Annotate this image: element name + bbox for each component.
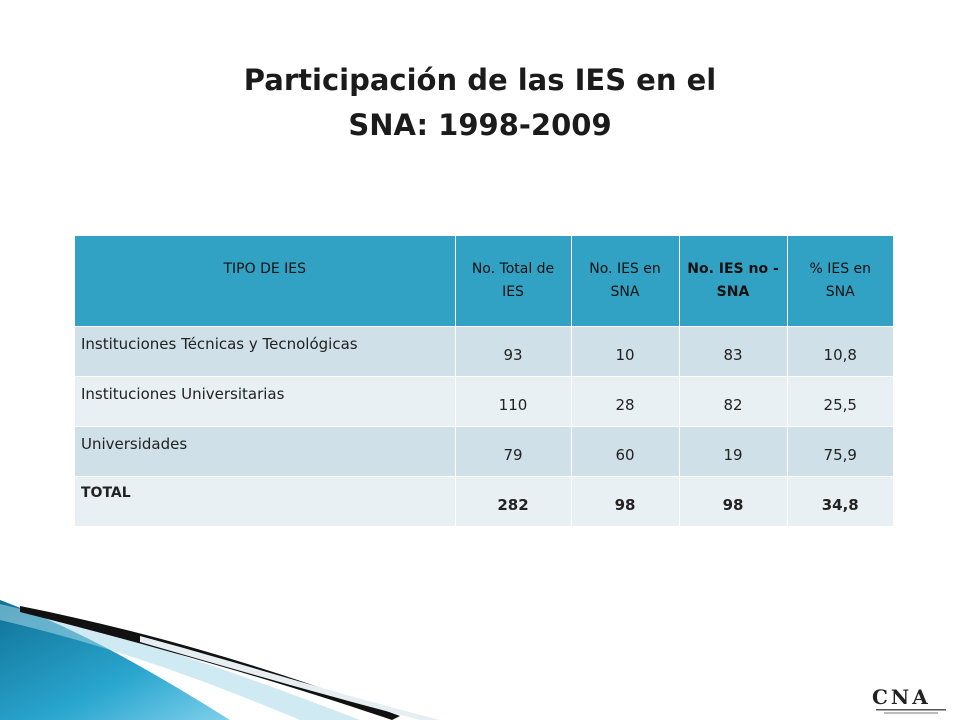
slide-title-line-2: SNA: 1998-2009 (348, 108, 612, 142)
header-no-ies-no-sna: No. IES no - SNA (679, 236, 788, 327)
header-no-ies-en-sna: No. IES en SNA (571, 236, 680, 327)
total-ies-cell: 79 (455, 426, 572, 477)
ies-no-sna-cell: 83 (679, 326, 788, 377)
ies-no-sna-cell: 98 (679, 476, 788, 526)
slide-title-line-1: Participación de las IES en el (243, 63, 717, 97)
pct-en-sna-cell: 25,5 (787, 376, 893, 427)
cna-logo-text: CNA (872, 685, 931, 709)
ies-no-sna-cell: 19 (679, 426, 788, 477)
header-no-total-de-ies: No. Total de IES (455, 236, 572, 327)
table-row: Instituciones Universitarias 110 28 82 2… (75, 376, 893, 427)
header-tipo-de-ies: TIPO DE IES (75, 236, 456, 327)
ies-no-sna-cell: 82 (679, 376, 788, 427)
total-ies-cell: 282 (455, 476, 572, 526)
decorative-swoosh (0, 600, 440, 720)
total-ies-cell: 110 (455, 376, 572, 427)
logo-lines-icon (876, 709, 946, 714)
total-label-cell: TOTAL (75, 476, 456, 526)
table-row: Instituciones Técnicas y Tecnológicas 93… (75, 326, 893, 377)
pct-en-sna-cell: 10,8 (787, 326, 893, 377)
row-type-cell: Instituciones Técnicas y Tecnológicas (75, 326, 456, 377)
table-row: Universidades 79 60 19 75,9 (75, 426, 893, 477)
ies-en-sna-cell: 10 (571, 326, 680, 377)
ies-participation-table: TIPO DE IES No. Total de IES No. IES en … (75, 236, 893, 526)
table-header-row: TIPO DE IES No. Total de IES No. IES en … (75, 236, 893, 327)
ies-en-sna-cell: 28 (571, 376, 680, 427)
total-ies-cell: 93 (455, 326, 572, 377)
ies-en-sna-cell: 98 (571, 476, 680, 526)
row-type-cell: Instituciones Universitarias (75, 376, 456, 427)
pct-en-sna-cell: 75,9 (787, 426, 893, 477)
table-row-total: TOTAL 282 98 98 34,8 (75, 476, 893, 526)
header-pct-ies-en-sna: % IES en SNA (787, 236, 893, 327)
cna-logo: CNA (872, 685, 952, 716)
ies-en-sna-cell: 60 (571, 426, 680, 477)
slide-title: Participación de las IES en el SNA: 1998… (0, 58, 960, 148)
pct-en-sna-cell: 34,8 (787, 476, 893, 526)
row-type-cell: Universidades (75, 426, 456, 477)
